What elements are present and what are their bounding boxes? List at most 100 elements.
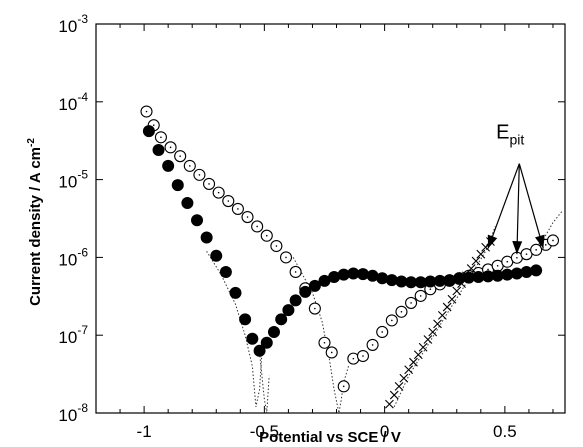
y-tick-base: 10 [58,328,77,347]
plot-frame [95,23,566,414]
y-tick-base: 10 [58,406,77,425]
filled-circle-point [395,275,408,288]
y-tick-labels: 10-810-710-610-510-410-3 [58,12,88,425]
y-tick-base: 10 [58,250,77,269]
filled-circle-point [491,269,504,282]
x-tick-label: 0 [380,422,389,441]
epit-arrow-line [516,163,520,255]
open-circle-center-dot [381,331,384,333]
open-circle-center-dot [535,249,537,251]
epit-arrow-line [518,163,544,249]
dotted-traces [206,210,563,414]
y-axis-title-main: Current density / A cm [27,147,44,306]
filled-circle-point [229,286,242,299]
y-tick-base: 10 [58,95,77,114]
cross-point [462,271,471,281]
filled-circle-point [347,267,360,280]
filled-circle-point [152,144,165,157]
y-axis-title-superscript: -2 [26,138,37,147]
open-circle-center-dot [506,260,509,263]
open-circle-center-dot [227,200,230,202]
epit-arrow-head [512,241,523,255]
cross-point [394,381,404,391]
y-tick-label: 10-8 [58,401,88,425]
open-circle-center-dot [294,271,297,273]
filled-circle-point [385,274,398,287]
y-tick-exponent: -4 [77,90,88,104]
cross-point [409,357,418,367]
y-tick-exponent: -5 [77,168,88,182]
filled-circle-point [181,197,194,210]
open-circle-center-dot [525,253,528,255]
filled-circle-point [530,264,543,277]
cross-point [476,249,486,259]
cross-point [399,373,409,383]
open-circle-center-dot [179,155,181,157]
epit-label-subscript: pit [509,131,524,147]
open-circle-center-dot [314,307,316,310]
filled-circle-point [337,268,350,281]
y-tick-label: 10-3 [58,12,88,36]
cross-point [466,264,476,273]
filled-circle-point [142,125,155,138]
y-tick-base: 10 [58,173,77,192]
open-circle-center-dot [256,225,258,228]
open-circle-center-dot [285,256,287,259]
epit-label: Epit [496,121,524,147]
filled-circle-point [239,313,252,326]
x-tick-label: -0.5 [250,422,279,441]
filled-circle-point [501,268,514,281]
open-circle-center-dot [496,264,499,267]
filled-circle-point [210,249,223,262]
open-circle-center-dot [391,319,393,322]
epit-arrow-head [487,234,498,249]
cross-point [418,342,428,352]
epit-arrow-head [534,234,545,249]
filled-circle-point [405,276,418,289]
open-circle-center-dot [323,341,326,344]
open-circle-center-dot [516,256,518,259]
x-tick-label: 0.5 [493,422,517,441]
cross-point [457,279,466,289]
open-circle-center-dot [400,310,403,313]
filled-circle-point [453,272,466,285]
y-tick-exponent: -8 [77,401,88,415]
filled-circle-point [219,265,232,278]
y-tick-exponent: -7 [77,323,88,337]
filled-circle-point [376,272,389,285]
cross-point [442,302,452,312]
cross-point [428,327,438,337]
filled-circle-point [299,285,312,298]
open-circle-center-dot [198,174,201,176]
data-markers [140,105,560,409]
filled-circle-point [308,279,321,292]
open-circle-center-dot [362,355,364,357]
filled-circle-point [510,267,523,280]
filled-circle-point [424,275,437,288]
open-circle-center-dot [237,208,239,210]
cross-point [437,310,447,320]
y-tick-label: 10-5 [58,168,88,192]
cross-point [404,365,414,375]
open-circle-center-dot [275,245,278,247]
open-circle-center-dot [145,110,148,113]
filled-circle-point [191,214,204,227]
filled-circle-point [267,325,280,338]
open-circle-center-dot [544,244,547,246]
epit-arrow-line [487,163,520,249]
filled-circle-point [162,159,175,172]
cross-point [423,335,433,344]
open-circle-center-dot [487,268,489,271]
open-circle-center-dot [169,146,172,149]
filled-circle-point [356,268,369,281]
open-circle-center-dot [189,165,191,167]
cross-point [385,399,394,409]
filled-circle-point [433,274,446,287]
cross-point [389,390,399,400]
y-tick-exponent: -3 [77,12,88,26]
open-circle-center-dot [217,191,220,194]
open-circle-center-dot [330,351,333,354]
x-tick-label: -1 [137,422,152,441]
filled-circle-point [260,336,273,349]
